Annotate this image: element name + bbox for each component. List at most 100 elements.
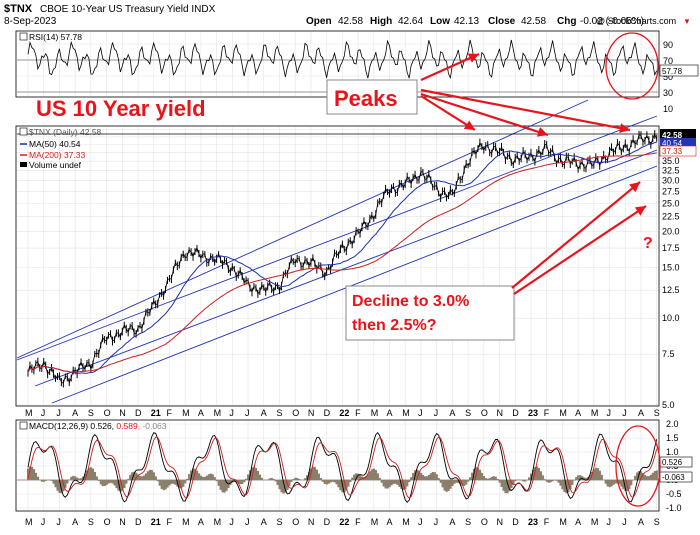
macd-histogram-bar	[369, 471, 371, 480]
ma200-tag: 37.33	[662, 147, 683, 156]
rsi-legend-text: RSI(14) 57.78	[29, 32, 82, 42]
macd-histogram-bar	[151, 470, 153, 480]
x-tick-label: F	[166, 517, 172, 527]
macd-histogram-bar	[489, 478, 491, 480]
macd-histogram-bar	[210, 474, 212, 480]
x-tick-label: O	[481, 517, 488, 527]
x-tick-label: A	[261, 408, 267, 418]
x-tick-label: M	[371, 408, 379, 418]
macd-histogram-bar	[159, 480, 161, 486]
macd-histogram-bar	[94, 472, 96, 480]
macd-histogram-bar	[561, 480, 563, 489]
macd-histogram-bar	[188, 474, 190, 480]
x-tick-label: J	[622, 517, 627, 527]
x-tick-label: M	[214, 517, 222, 527]
macd-histogram-bar	[208, 474, 210, 480]
macd-histogram-bar	[78, 478, 80, 480]
macd-histogram-bar	[182, 480, 184, 487]
price-tick-label: 20.0	[662, 226, 680, 236]
decline-line-2: then 2.5%?	[352, 317, 436, 334]
macd-histogram-bar	[80, 478, 82, 480]
price-tick-label: 17.5	[662, 243, 680, 253]
macd-histogram-bar	[70, 477, 72, 480]
macd-histogram-bar	[442, 480, 444, 487]
x-tick-label: S	[88, 517, 94, 527]
macd-histogram-bar	[428, 475, 430, 480]
rsi-axis: 90 70 50 30 10	[663, 40, 673, 114]
macd-histogram-bar	[652, 473, 654, 480]
macd-histogram-bar	[277, 480, 279, 485]
x-tick-label: O	[292, 517, 299, 527]
ma200-legend: MA(200) 37.33	[29, 150, 85, 160]
macd-histogram-bar	[538, 468, 540, 480]
volume-legend: Volume undef	[29, 160, 82, 170]
macd-histogram-bar	[186, 479, 188, 480]
x-tick-label: N	[308, 408, 315, 418]
symbol-description: CBOE 10-Year US Treasury Yield INDX	[40, 4, 216, 15]
x-tick-label: 22	[339, 408, 349, 418]
macd-histogram-bar	[202, 477, 204, 480]
macd-histogram-bar	[497, 479, 499, 480]
macd-histogram-bar	[571, 480, 573, 485]
x-tick-label: F	[544, 517, 550, 527]
x-tick-label: J	[41, 517, 46, 527]
chg-label: Chg	[557, 16, 576, 27]
macd-histogram-bar	[45, 480, 47, 481]
x-tick-label: A	[638, 408, 644, 418]
macd-histogram-bar	[422, 475, 424, 480]
high-label: High	[370, 16, 392, 27]
x-tick-label: D	[324, 408, 331, 418]
ohlc-readout: Open 42.58 High 42.64 Low 42.13 Close 42…	[306, 16, 691, 27]
macd-histogram-bar	[76, 478, 78, 480]
macd-histogram-bar	[269, 478, 271, 480]
macd-histogram-bar	[290, 480, 292, 482]
x-tick-label: F	[544, 408, 550, 418]
x-tick-label: A	[387, 408, 393, 418]
macd-histogram-bar	[514, 480, 516, 481]
macd-histogram-bar	[145, 473, 147, 480]
macd-histogram-bar	[387, 480, 389, 489]
macd-histogram-bar	[544, 479, 546, 480]
macd-histogram-bar	[216, 480, 218, 481]
price-tick-label: 22.5	[662, 212, 680, 222]
macd-histogram-bar	[206, 476, 208, 480]
x-tick-label: M	[25, 408, 33, 418]
macd-tick-label: -0.5	[666, 489, 682, 499]
macd-histogram-bar	[123, 480, 125, 488]
macd-histogram-bar	[392, 480, 394, 484]
chg-down-arrow-icon: ▼	[683, 17, 691, 26]
x-tick-label: N	[119, 408, 126, 418]
x-tick-label: 23	[528, 517, 538, 527]
open-label: Open	[306, 16, 332, 27]
macd-histogram-bar	[275, 480, 277, 481]
macd-histogram-bar	[656, 470, 658, 480]
macd-histogram-bar	[326, 480, 328, 485]
macd-histogram-bar	[328, 480, 330, 484]
macd-histogram-bar	[371, 469, 373, 480]
macd-histogram-bar	[170, 480, 172, 484]
price-tick-label: 32.5	[662, 166, 680, 176]
macd-histogram-bar	[385, 480, 387, 488]
macd-histogram-bar	[628, 480, 630, 489]
macd-histogram-bar	[552, 480, 554, 481]
macd-histogram-bar	[504, 480, 506, 493]
x-tick-label: D	[135, 517, 142, 527]
macd-histogram-bar	[646, 476, 648, 480]
macd-histogram-bar	[332, 480, 334, 482]
macd-histogram-bar	[98, 480, 100, 481]
price-tick-label: 30.0	[662, 176, 680, 186]
x-tick-label: S	[88, 408, 94, 418]
macd-histogram-bar	[43, 480, 45, 482]
x-tick-label: S	[276, 517, 282, 527]
macd-histogram-bar	[304, 478, 306, 480]
x-tick-label: M	[182, 408, 190, 418]
macd-histogram-bar	[424, 476, 426, 480]
macd-histogram-bar	[149, 470, 151, 480]
macd-histogram-bar	[351, 478, 353, 480]
macd-histogram-bar	[51, 480, 53, 481]
x-tick-label: J	[229, 408, 234, 418]
price-tick-label: 27.5	[662, 186, 680, 196]
x-tick-label: J	[418, 517, 423, 527]
macd-histogram-bar	[280, 480, 282, 492]
